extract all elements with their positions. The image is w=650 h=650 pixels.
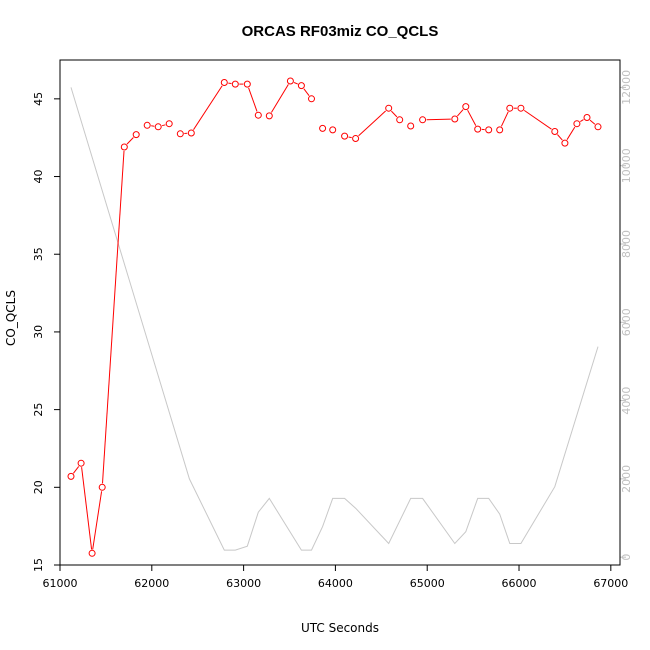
co-data-point — [352, 135, 360, 142]
co-series-segment — [467, 109, 477, 126]
co-series-segment — [193, 85, 223, 130]
y2-tick-label: 12000 — [620, 70, 633, 105]
co-data-point — [187, 129, 195, 137]
altitude-series-line — [70, 87, 599, 551]
co-series-segment — [303, 88, 310, 97]
y2-tick-label: 0 — [620, 554, 633, 561]
co-data-point — [243, 80, 251, 88]
y2-tick-label: 8000 — [620, 230, 633, 258]
x-tick-label: 61000 — [43, 577, 78, 590]
co-series-segment — [391, 110, 398, 118]
co-data-point — [265, 112, 273, 120]
co-data-point — [176, 130, 184, 138]
co-series-segment — [566, 126, 576, 140]
co-data-point — [407, 122, 415, 130]
co-data-point — [583, 114, 591, 121]
co-data-point — [98, 483, 106, 491]
co-series-segment — [248, 87, 258, 112]
co-data-point — [329, 126, 337, 134]
co-series-segment — [426, 118, 451, 121]
y2-tick-label: 2000 — [620, 465, 633, 493]
co-data-point — [319, 124, 327, 132]
co-data-point — [341, 132, 349, 140]
axes-ticks: 61000 62000 63000 64000 65000 66000 67000 15 20 2… — [32, 70, 633, 590]
co-data-point — [165, 120, 173, 128]
co-data-point — [517, 104, 525, 112]
co-series-segment — [358, 110, 387, 137]
co-data-point — [451, 115, 459, 123]
x-tick-label: 62000 — [134, 577, 169, 590]
plot-frame — [59, 59, 621, 566]
co-data-point — [561, 139, 569, 147]
co-series-segment — [457, 109, 464, 117]
co-data-point — [385, 104, 393, 112]
co-series-segment — [523, 109, 552, 130]
y2-tick-label: 6000 — [620, 308, 633, 336]
x-tick-label: 64000 — [318, 577, 353, 590]
y-tick-label: 30 — [32, 325, 45, 339]
series-layer — [67, 77, 602, 557]
co-data-point — [77, 459, 85, 467]
x-tick-label: 66000 — [502, 577, 537, 590]
co-series-segment — [161, 124, 166, 127]
co-data-point — [297, 82, 305, 90]
x-tick-label: 67000 — [593, 577, 628, 590]
co-data-point — [220, 79, 228, 86]
co-series-segment — [589, 119, 596, 125]
co-data-point — [143, 121, 151, 129]
co-series-segment — [270, 84, 289, 113]
co-series-segment — [557, 134, 563, 141]
x-axis-title: UTC Seconds — [301, 621, 379, 635]
co-series-segment — [500, 111, 509, 127]
co-data-point — [254, 111, 262, 119]
co-series-segment — [348, 136, 352, 139]
y-axis-title: CO_QCLS — [4, 290, 18, 346]
y-tick-label: 40 — [32, 170, 45, 184]
y-tick-label: 15 — [32, 558, 45, 572]
co-series-segment — [81, 467, 93, 550]
y-tick-label: 35 — [32, 247, 45, 261]
co-data-point — [474, 125, 482, 133]
co-data-point — [154, 123, 162, 131]
chart-title: ORCAS RF03miz CO_QCLS — [242, 23, 439, 40]
co-data-point — [573, 120, 581, 128]
co-series-segment — [151, 125, 155, 127]
co-data-point — [308, 95, 315, 103]
co-data-point — [67, 472, 75, 480]
co-data-point — [496, 126, 504, 134]
co-series-segment — [126, 137, 134, 145]
co-data-point — [286, 77, 294, 85]
co-data-point — [462, 103, 470, 111]
y-tick-label: 25 — [32, 403, 45, 417]
co-series-segment — [102, 150, 125, 484]
co-data-point — [396, 116, 404, 124]
co-data-point — [551, 128, 559, 135]
co-series-segment — [293, 82, 298, 85]
co-data-point — [485, 126, 493, 134]
co-data-point — [88, 549, 96, 557]
y-tick-label: 45 — [32, 92, 45, 106]
co-series-segment — [580, 119, 584, 123]
co-data-point — [419, 116, 427, 124]
co-data-point — [132, 131, 140, 139]
co-data-point — [120, 143, 128, 151]
y2-tick-label: 10000 — [620, 148, 633, 183]
co-data-point — [594, 123, 602, 131]
co-series-segment — [73, 466, 80, 474]
x-tick-label: 65000 — [410, 577, 445, 590]
y-tick-label: 20 — [32, 480, 45, 494]
co-data-point — [506, 104, 514, 112]
x-tick-label: 63000 — [226, 577, 261, 590]
co-data-point — [231, 80, 239, 88]
y2-tick-label: 4000 — [620, 387, 633, 415]
co-series-segment — [92, 491, 103, 550]
